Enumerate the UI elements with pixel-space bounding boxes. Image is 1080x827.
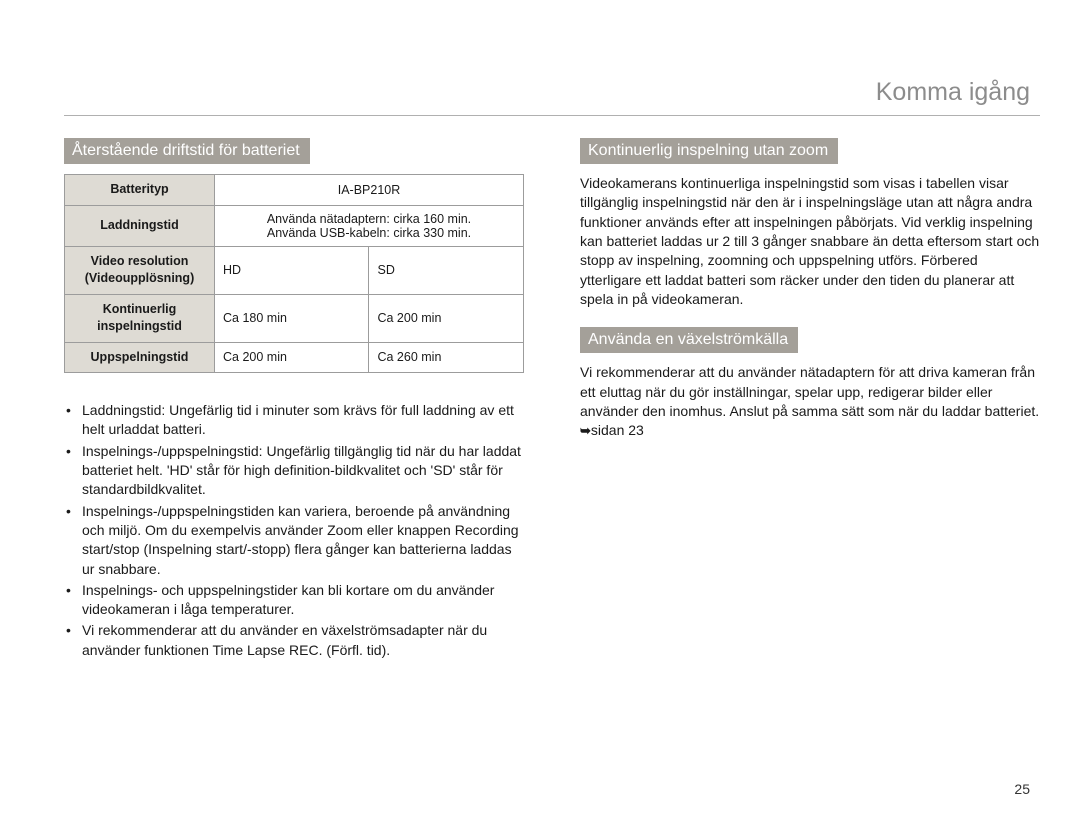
- list-item: Laddningstid: Ungefärlig tid i minuter s…: [82, 401, 524, 440]
- table-row: BatteritypIA-BP210R: [65, 175, 524, 206]
- page-title: Komma igång: [64, 78, 1040, 115]
- table-cell: Ca 180 min: [215, 294, 369, 342]
- right-column: Kontinuerlig inspelning utan zoom Videok…: [580, 138, 1040, 662]
- table-row: Video resolution(Videoupplösning)HDSD: [65, 246, 524, 294]
- section-heading-battery: Återstående driftstid för batteriet: [64, 138, 310, 164]
- table-cell: IA-BP210R: [215, 175, 524, 206]
- table-row-label: Uppspelningstid: [65, 342, 215, 373]
- table-row-label: Video resolution(Videoupplösning): [65, 246, 215, 294]
- table-row: UppspelningstidCa 200 minCa 260 min: [65, 342, 524, 373]
- table-cell: SD: [369, 246, 524, 294]
- ac-power-body: Vi rekommenderar att du använder nätadap…: [580, 364, 1039, 419]
- left-column: Återstående driftstid för batteriet Batt…: [64, 138, 524, 662]
- table-cell: Ca 200 min: [215, 342, 369, 373]
- section-heading-continuous: Kontinuerlig inspelning utan zoom: [580, 138, 838, 164]
- section-heading-ac: Använda en växelströmkälla: [580, 327, 798, 353]
- page-ref-arrow-icon: ➥: [580, 423, 591, 438]
- ac-power-text: Vi rekommenderar att du använder nätadap…: [580, 363, 1040, 440]
- list-item: Inspelnings- och uppspelningstider kan b…: [82, 581, 524, 620]
- continuous-recording-text: Videokamerans kontinuerliga inspelningst…: [580, 174, 1040, 309]
- table-row: KontinuerliginspelningstidCa 180 minCa 2…: [65, 294, 524, 342]
- table-row-label: Laddningstid: [65, 205, 215, 246]
- table-row-label: Batterityp: [65, 175, 215, 206]
- table-cell: HD: [215, 246, 369, 294]
- page-number: 25: [1014, 781, 1030, 797]
- table-cell: Ca 260 min: [369, 342, 524, 373]
- manual-page: Komma igång Återstående driftstid för ba…: [0, 0, 1080, 702]
- table-cell: Ca 200 min: [369, 294, 524, 342]
- battery-spec-table: BatteritypIA-BP210RLaddningstidAnvända n…: [64, 174, 524, 373]
- table-row-label: Kontinuerliginspelningstid: [65, 294, 215, 342]
- list-item: Inspelnings-/uppspelningstid: Ungefärlig…: [82, 442, 524, 500]
- table-row: LaddningstidAnvända nätadaptern: cirka 1…: [65, 205, 524, 246]
- list-item: Vi rekommenderar att du använder en växe…: [82, 621, 524, 660]
- two-column-layout: Återstående driftstid för batteriet Batt…: [64, 138, 1040, 662]
- table-cell: Använda nätadaptern: cirka 160 min.Använ…: [215, 205, 524, 246]
- list-item: Inspelnings-/uppspelningstiden kan varie…: [82, 502, 524, 579]
- page-ref: sidan 23: [591, 422, 644, 438]
- horizontal-rule: [64, 115, 1040, 116]
- notes-list: Laddningstid: Ungefärlig tid i minuter s…: [64, 401, 524, 660]
